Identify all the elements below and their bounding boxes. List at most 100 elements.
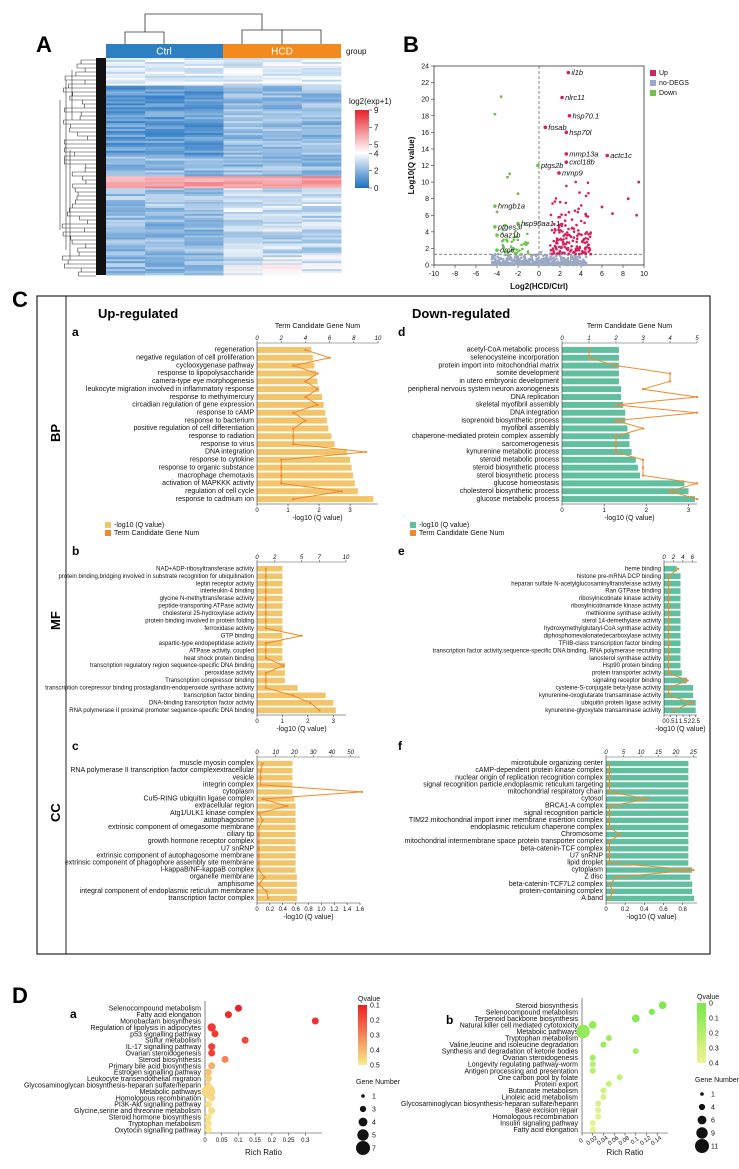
heatmap-cell <box>223 225 264 229</box>
volcano-point-up <box>568 250 572 253</box>
top-axis-tick: 4 <box>668 336 672 342</box>
pathway-label: Regulation of lipolysis in adipocytes <box>90 1025 201 1032</box>
pathway-label: Linoleic acid metabolism <box>502 1094 578 1101</box>
gene-count-point <box>261 819 264 822</box>
heatmap-cell <box>184 231 224 234</box>
heatmap-cell <box>301 273 342 276</box>
bottom-axis-tick: 3 <box>687 508 691 514</box>
heatmap-cell <box>184 142 224 146</box>
heatmap-cell <box>301 95 342 98</box>
heatmap-cell <box>262 182 303 185</box>
heatmap-cell <box>106 69 146 73</box>
heatmap-cell <box>145 261 185 264</box>
volcano-point-nodeg <box>584 255 588 259</box>
go-term-label: Atg1/ULK1 kinase complex <box>170 810 255 817</box>
heatmap-cell <box>184 176 224 179</box>
volcano-point-up <box>587 232 590 236</box>
volcano-point-down <box>501 232 504 235</box>
go-term-label: response to cAMP <box>197 409 255 416</box>
volcano-gene-point <box>557 171 561 175</box>
go-term-label: protein import into mitochondrial matrix <box>438 362 559 369</box>
gene-count-point <box>667 649 670 652</box>
heatmap-cell <box>223 129 264 132</box>
heatmap-cell <box>106 117 146 120</box>
volcano-point-up <box>559 223 562 226</box>
volcano-point-up <box>586 181 590 185</box>
heatmap-cell <box>106 63 146 67</box>
go-bar <box>257 685 298 691</box>
volcano-point-nodeg <box>579 261 583 264</box>
heatmap-cell <box>301 58 342 61</box>
heatmap-cell <box>262 209 303 213</box>
volcano-point-up <box>587 243 590 246</box>
heatmap-cell <box>145 219 185 223</box>
top-axis-tick: 15 <box>655 750 662 756</box>
volcano-point-up <box>558 249 562 253</box>
go-bar <box>257 370 316 377</box>
legend-swatch-bar <box>105 522 111 528</box>
sub-label-b: b <box>72 544 79 558</box>
heatmap-cell <box>262 166 303 169</box>
heatmap-cell <box>223 192 264 195</box>
go-bar <box>257 618 283 624</box>
gene-number-legend-tick: 1 <box>372 1094 376 1101</box>
volcano-legend-swatch <box>650 70 656 76</box>
heatmap-cell <box>301 81 342 85</box>
heatmap-cell <box>145 241 185 244</box>
volcano-point-up <box>565 240 569 244</box>
volcano-point-up <box>552 239 556 243</box>
heatmap-cell <box>301 186 342 189</box>
heatmap-cell <box>262 190 303 193</box>
heatmap-cell <box>262 59 303 63</box>
go-term-label: response to bacterium <box>185 417 254 424</box>
go-term-label: cysteine-S-conjugate beta-lyase activity <box>556 686 661 692</box>
heatmap-cell <box>145 79 185 83</box>
heatmap-cell <box>106 121 146 124</box>
volcano-point-up <box>555 241 558 245</box>
go-term-label: peripheral nervous system neuron axonoge… <box>408 386 559 393</box>
heatmap-cell <box>262 269 303 272</box>
heatmap-cell <box>106 130 146 134</box>
bottom-axis-tick: 1.2 <box>330 907 339 913</box>
go-term-label: DNA-binding transcription factor activit… <box>149 700 254 706</box>
heatmap-cell <box>301 83 342 87</box>
volcano-y-tick: 16 <box>421 130 429 137</box>
heatmap-cell <box>223 176 264 179</box>
heatmap-cell <box>106 83 146 87</box>
pathway-bubble <box>211 1030 219 1038</box>
heatmap-cell <box>223 123 264 126</box>
gene-count-point <box>667 671 670 675</box>
heatmap-cell <box>301 219 342 223</box>
volcano-point-nodeg <box>514 255 517 259</box>
heatmap-cell <box>106 180 146 183</box>
go-bar <box>664 618 681 624</box>
gene-count-point <box>364 450 368 454</box>
gene-number-legend-dot <box>357 1129 369 1141</box>
volcano-point-nodeg <box>518 258 521 262</box>
bubble-x-tick: 0.14 <box>650 1135 664 1147</box>
volcano-gene-label: ptgs2b <box>540 161 564 170</box>
go-bar <box>664 692 694 699</box>
heatmap-cell <box>223 117 264 120</box>
heatmap-cell <box>301 123 342 126</box>
gene-count-point <box>264 604 268 608</box>
heatmap-cell <box>223 211 264 215</box>
gene-number-legend-dot <box>697 1115 707 1125</box>
heatmap-cell <box>262 243 303 246</box>
volcano-point-nodeg <box>502 260 505 264</box>
go-bar <box>257 699 334 706</box>
heatmap-cell <box>184 196 224 199</box>
pathway-bubble <box>595 1107 602 1114</box>
go-term-label: kynurenine-glyoxylate transaminase activ… <box>545 708 661 714</box>
heatmap-cell <box>301 125 342 128</box>
heatmap-cell <box>184 186 224 189</box>
bottom-axis-tick: 0 <box>604 907 608 913</box>
heatmap-cell <box>184 125 224 128</box>
heatmap-cell <box>262 259 303 262</box>
go-term-label: ferroxidase activity <box>204 626 254 632</box>
gene-count-point <box>259 776 262 779</box>
volcano-point-up <box>579 204 583 207</box>
volcano-point-up <box>557 215 560 219</box>
gene-number-legend-dot <box>698 1103 706 1111</box>
